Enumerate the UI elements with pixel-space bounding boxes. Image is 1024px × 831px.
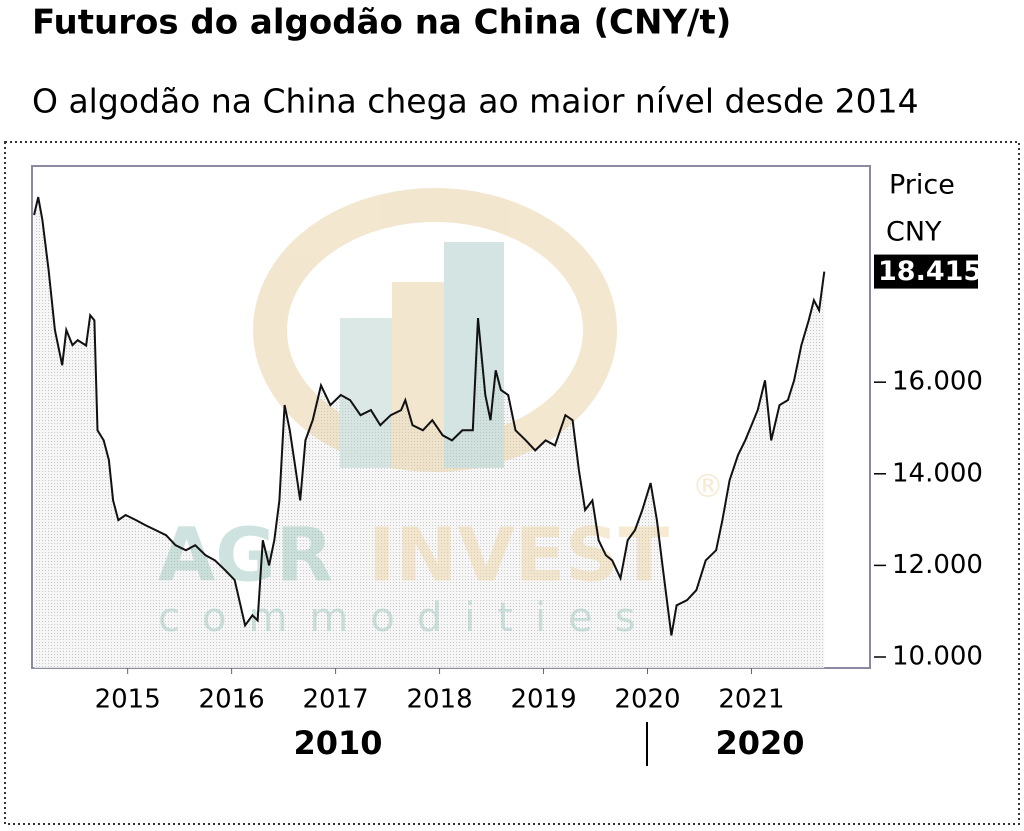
x-tick-label: 2015 — [95, 685, 161, 715]
watermark-text: INVEST — [368, 513, 670, 599]
chart-title: Futuros do algodão na China (CNY/t) — [32, 3, 731, 43]
y-tick-label: 10.000 — [892, 642, 983, 672]
y-tick-label: 16.000 — [892, 367, 983, 397]
watermark-bar — [392, 282, 444, 468]
x-tick-label: 2017 — [303, 685, 369, 715]
frame — [4, 141, 1020, 825]
y-tick-label: 12.000 — [892, 550, 983, 580]
y-axis-label: CNY — [886, 217, 942, 248]
x-tick-label: 2016 — [199, 685, 265, 715]
x-tick-label: 2018 — [406, 685, 472, 715]
watermark-bar — [340, 318, 392, 468]
y-axis-label: Price — [889, 170, 955, 201]
x-tick-label: 2019 — [510, 685, 576, 715]
last-price-label: 18.415 — [878, 256, 982, 287]
last-price-box — [874, 254, 978, 289]
y-tick-label: 14.000 — [892, 458, 983, 488]
period-label: 2010 — [293, 724, 382, 762]
x-tick-label: 2020 — [614, 685, 680, 715]
x-tick-label: 2021 — [718, 685, 784, 715]
watermark-text: ® — [692, 467, 724, 505]
chart-subtitle: O algodão na China chega ao maior nível … — [32, 82, 919, 121]
watermark-bar — [444, 242, 504, 468]
watermark-text: AGR — [158, 513, 333, 599]
price-line — [33, 196, 826, 636]
watermark-text: commodities — [158, 595, 658, 641]
period-label: 2020 — [715, 724, 804, 762]
